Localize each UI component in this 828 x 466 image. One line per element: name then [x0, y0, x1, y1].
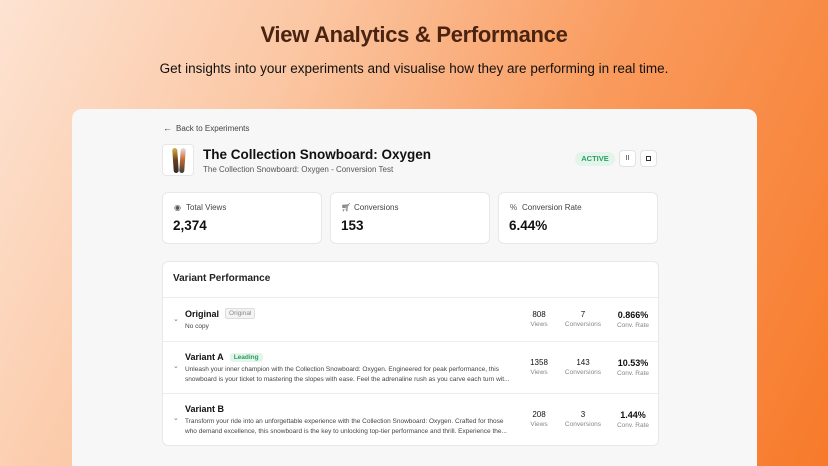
views-value: 808: [532, 310, 546, 319]
cart-icon: 🛒︎: [341, 203, 352, 212]
variant-description-line2: who demand excellence, this snowboard is…: [185, 428, 507, 435]
stat-label: Conversions: [354, 203, 399, 212]
product-subtitle: The Collection Snowboard: Oxygen - Conve…: [203, 164, 394, 174]
conversions-label: Conversions: [564, 369, 602, 376]
status-badge: ACTIVE: [575, 152, 615, 166]
variant-description: No copy: [185, 323, 209, 330]
back-to-experiments-link[interactable]: ← Back to Experiments: [163, 123, 249, 133]
conv-rate-label: Conv. Rate: [616, 370, 650, 377]
variant-row-original[interactable]: ⌄ Original Original No copy 808 Views 7 …: [163, 298, 658, 342]
stat-label: Total Views: [186, 203, 227, 212]
chevron-down-icon[interactable]: ⌄: [173, 363, 179, 370]
snowboard-icon: [172, 147, 179, 174]
stat-card-conversion-rate: % Conversion Rate 6.44%: [498, 192, 658, 244]
variant-description-line1: Unleash your inner champion with the Col…: [185, 366, 499, 373]
leading-badge: Leading: [229, 352, 263, 362]
conversions-value: 7: [580, 310, 586, 319]
product-thumbnail: [162, 144, 194, 176]
percent-icon: %: [509, 203, 518, 212]
chevron-down-icon[interactable]: ⌄: [173, 316, 179, 323]
variant-name: Variant A: [185, 352, 224, 362]
variant-row-a[interactable]: ⌄ Variant A Leading Unleash your inner c…: [163, 342, 658, 394]
variant-performance-heading: Variant Performance: [163, 262, 658, 298]
conv-rate-value: 10.53%: [617, 358, 649, 368]
stop-button[interactable]: [640, 150, 657, 167]
arrow-left-icon: ←: [163, 123, 172, 133]
views-label: Views: [530, 369, 548, 376]
conv-rate-value: 0.866%: [617, 310, 649, 320]
product-title: The Collection Snowboard: Oxygen: [203, 146, 432, 162]
variant-name: Variant B: [185, 404, 225, 414]
variant-name: Original: [185, 308, 220, 319]
stat-card-total-views: ◉ Total Views 2,374: [162, 192, 322, 244]
back-link-label: Back to Experiments: [176, 123, 250, 133]
conversions-value: 143: [576, 358, 590, 367]
stat-value: 6.44%: [509, 218, 548, 233]
stat-value: 153: [341, 218, 364, 233]
original-tag: Original: [225, 308, 256, 319]
hero-title: View Analytics & Performance: [260, 22, 568, 47]
conv-rate-label: Conv. Rate: [616, 322, 650, 329]
views-value: 1358: [530, 358, 548, 367]
views-value: 208: [532, 410, 546, 419]
stop-icon: [646, 156, 651, 161]
variant-description-line2: snowboard is your ticket to mastering th…: [185, 376, 510, 383]
eye-icon: ◉: [174, 203, 181, 212]
pause-icon: II: [625, 155, 630, 162]
variant-row-b[interactable]: ⌄ Variant B Transform your ride into an …: [163, 394, 658, 445]
variant-performance-card: Variant Performance ⌄ Original Original …: [162, 261, 659, 446]
chevron-down-icon[interactable]: ⌄: [173, 415, 179, 422]
product-header: The Collection Snowboard: Oxygen The Col…: [162, 144, 431, 176]
stat-card-conversions: 🛒︎ Conversions 153: [330, 192, 490, 244]
conversions-label: Conversions: [564, 421, 602, 428]
stat-label: Conversion Rate: [522, 203, 582, 212]
snowboard-icon: [179, 147, 186, 174]
conversions-value: 3: [580, 410, 586, 419]
hero-subtitle: Get insights into your experiments and v…: [159, 61, 669, 76]
views-label: Views: [530, 321, 548, 328]
views-label: Views: [530, 421, 548, 428]
pause-button[interactable]: II: [619, 150, 636, 167]
analytics-panel: ← Back to Experiments The Collection Sno…: [72, 109, 757, 466]
stat-value: 2,374: [173, 218, 207, 233]
conv-rate-value: 1.44%: [620, 410, 646, 420]
conv-rate-label: Conv. Rate: [616, 422, 650, 429]
conversions-label: Conversions: [564, 321, 602, 328]
variant-description-line1: Transform your ride into an unforgettabl…: [185, 418, 504, 425]
